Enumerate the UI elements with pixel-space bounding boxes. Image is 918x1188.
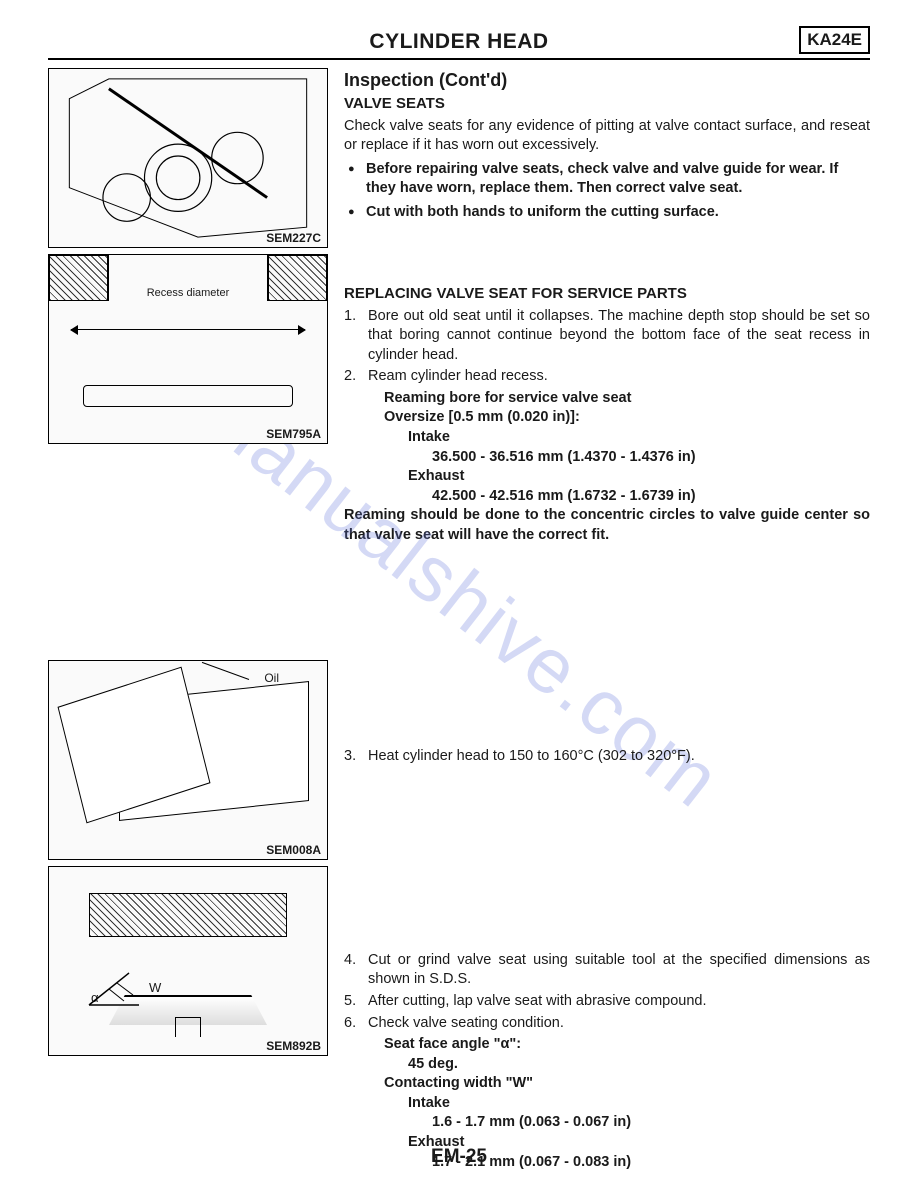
oil-label: Oil	[264, 671, 279, 685]
page-number: EM-25	[0, 1146, 918, 1168]
figure-code: SEM227C	[266, 231, 321, 245]
reaming-label: Reaming bore for service valve seat	[344, 389, 870, 409]
page-header: CYLINDER HEAD KA24E	[48, 30, 870, 60]
step-number: 1.	[344, 307, 356, 327]
intake-label: Intake	[344, 1094, 870, 1114]
replacing-heading: REPLACING VALVE SEAT FOR SERVICE PARTS	[344, 284, 870, 304]
contacting-width-label: Contacting width "W"	[344, 1074, 870, 1094]
step-5: 5. After cutting, lap valve seat with ab…	[344, 992, 870, 1012]
w-symbol: W	[149, 980, 161, 995]
inspection-subtitle: Inspection (Cont'd)	[344, 68, 870, 92]
step-text: Ream cylinder head recess.	[368, 368, 548, 384]
intake-label: Intake	[344, 428, 870, 448]
step-number: 4.	[344, 951, 356, 971]
step-text: Bore out old seat until it collapses. Th…	[368, 308, 870, 363]
step-number: 6.	[344, 1014, 356, 1034]
figure-valve-seat-cutting: SEM227C	[48, 68, 328, 248]
seat-angle-label: Seat face angle "α":	[344, 1035, 870, 1055]
reaming-note: Reaming should be done to the concentric…	[344, 506, 870, 545]
valve-seats-heading: VALVE SEATS	[344, 94, 870, 114]
step-1: 1. Bore out old seat until it collapses.…	[344, 307, 870, 366]
figure-valve-seat-angle: α W SEM892B	[48, 866, 328, 1056]
bullet-item: Cut with both hands to uniform the cutti…	[348, 203, 870, 223]
step-text: Check valve seating condition.	[368, 1015, 564, 1031]
step-number: 3.	[344, 747, 356, 767]
step-number: 2.	[344, 367, 356, 387]
valve-seats-paragraph: Check valve seats for any evidence of pi…	[344, 117, 870, 156]
recess-diameter-label: Recess diameter	[49, 287, 327, 299]
oversize-label: Oversize [0.5 mm (0.020 in)]:	[344, 408, 870, 428]
step-text: Heat cylinder head to 150 to 160°C (302 …	[368, 748, 695, 764]
header-title: CYLINDER HEAD	[48, 30, 870, 54]
seat-angle-value: 45 deg.	[344, 1055, 870, 1075]
bullet-item: Before repairing valve seats, check valv…	[348, 160, 870, 199]
step-number: 5.	[344, 992, 356, 1012]
figure-code: SEM892B	[266, 1039, 321, 1053]
step-text: Cut or grind valve seat using suitable t…	[368, 952, 870, 988]
figure-code: SEM008A	[266, 843, 321, 857]
step-3: 3. Heat cylinder head to 150 to 160°C (3…	[344, 747, 870, 767]
step-text: After cutting, lap valve seat with abras…	[368, 993, 707, 1009]
figure-heat-cylinder-head: Oil SEM008A	[48, 660, 328, 860]
intake-value: 1.6 - 1.7 mm (0.063 - 0.067 in)	[344, 1113, 870, 1133]
step-6: 6. Check valve seating condition.	[344, 1014, 870, 1034]
engine-code-badge: KA24E	[799, 26, 870, 54]
intake-value: 36.500 - 36.516 mm (1.4370 - 1.4376 in)	[344, 448, 870, 468]
step-2: 2. Ream cylinder head recess.	[344, 367, 870, 387]
exhaust-value: 42.500 - 42.516 mm (1.6732 - 1.6739 in)	[344, 487, 870, 507]
step-4: 4. Cut or grind valve seat using suitabl…	[344, 951, 870, 990]
exhaust-label: Exhaust	[344, 467, 870, 487]
figure-recess-diameter: Recess diameter SEM795A	[48, 254, 328, 444]
figure-code: SEM795A	[266, 427, 321, 441]
